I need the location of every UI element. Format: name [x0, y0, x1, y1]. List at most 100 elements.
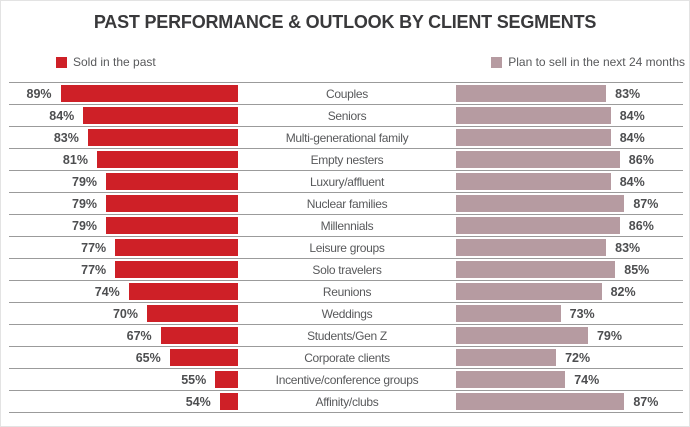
bar-plan-sell	[456, 129, 611, 146]
bar-sold-past	[160, 327, 238, 344]
legend-item-sold-past: Sold in the past	[56, 55, 156, 69]
value-label-sold-past: 77%	[81, 262, 107, 277]
chart-row: 67% Students/Gen Z 79%	[9, 325, 683, 347]
bar-plan-sell	[456, 85, 607, 102]
plan-cell: 84%	[456, 127, 683, 148]
bar-sold-past	[115, 261, 238, 278]
legend-item-plan-sell: Plan to sell in the next 24 months	[491, 55, 685, 69]
value-label-plan-sell: 84%	[619, 108, 645, 123]
bar-plan-sell	[456, 239, 607, 256]
bar-plan-sell	[456, 349, 557, 366]
chart-row: 81% Empty nesters 86%	[9, 149, 683, 171]
value-label-sold-past: 55%	[181, 372, 207, 387]
plan-cell: 84%	[456, 171, 683, 192]
category-label: Luxury/affluent	[310, 174, 384, 189]
chart-row: 77% Solo travelers 85%	[9, 259, 683, 281]
past-cell: 67%	[9, 325, 238, 346]
category-label: Incentive/conference groups	[275, 372, 419, 387]
category-label: Affinity/clubs	[315, 394, 379, 409]
value-label-sold-past: 74%	[94, 284, 120, 299]
bar-sold-past	[169, 349, 238, 366]
category-label: Seniors	[327, 108, 367, 123]
bar-sold-past	[106, 217, 238, 234]
plan-cell: 87%	[456, 391, 683, 412]
legend-label-plan-sell: Plan to sell in the next 24 months	[508, 55, 685, 69]
past-cell: 74%	[9, 281, 238, 302]
legend-label-sold-past: Sold in the past	[73, 55, 156, 69]
chart-row: 79% Millennials 86%	[9, 215, 683, 237]
past-cell: 55%	[9, 369, 238, 390]
value-label-plan-sell: 84%	[619, 174, 645, 189]
value-label-plan-sell: 83%	[615, 240, 641, 255]
legend-swatch-plan-sell-icon	[491, 56, 503, 68]
value-label-sold-past: 84%	[49, 108, 75, 123]
plan-cell: 73%	[456, 303, 683, 324]
bar-sold-past	[219, 393, 238, 410]
bar-plan-sell	[456, 327, 588, 344]
value-label-sold-past: 81%	[62, 152, 88, 167]
category-label: Leisure groups	[309, 240, 385, 255]
category-label: Empty nesters	[310, 152, 384, 167]
bar-plan-sell	[456, 217, 620, 234]
category-label: Nuclear families	[306, 196, 388, 211]
chart-row: 89% Couples 83%	[9, 83, 683, 105]
value-label-sold-past: 79%	[72, 196, 98, 211]
value-label-plan-sell: 87%	[633, 196, 659, 211]
chart-row: 84% Seniors 84%	[9, 105, 683, 127]
value-label-plan-sell: 87%	[633, 394, 659, 409]
past-cell: 79%	[9, 215, 238, 236]
plan-cell: 83%	[456, 237, 683, 258]
value-label-plan-sell: 82%	[610, 284, 636, 299]
chart-row: 74% Reunions 82%	[9, 281, 683, 303]
page-title: PAST PERFORMANCE & OUTLOOK BY CLIENT SEG…	[93, 12, 597, 32]
chart-row: 79% Luxury/affluent 84%	[9, 171, 683, 193]
value-label-plan-sell: 73%	[569, 306, 595, 321]
category-label: Reunions	[322, 284, 372, 299]
plan-cell: 84%	[456, 105, 683, 126]
bar-plan-sell	[456, 107, 611, 124]
value-label-sold-past: 67%	[126, 328, 152, 343]
category-label: Solo travelers	[312, 262, 382, 277]
plan-cell: 79%	[456, 325, 683, 346]
value-label-plan-sell: 86%	[628, 152, 654, 167]
category-label: Students/Gen Z	[307, 328, 387, 343]
value-label-sold-past: 65%	[135, 350, 161, 365]
value-label-plan-sell: 84%	[619, 130, 645, 145]
plan-cell: 85%	[456, 259, 683, 280]
category-label: Weddings	[321, 306, 373, 321]
chart-row: 65% Corporate clients 72%	[9, 347, 683, 369]
past-cell: 65%	[9, 347, 238, 368]
past-cell: 83%	[9, 127, 238, 148]
value-label-plan-sell: 72%	[565, 350, 591, 365]
chart-row: 54% Affinity/clubs 87%	[9, 391, 683, 413]
chart-row: 83% Multi-generational family 84%	[9, 127, 683, 149]
value-label-plan-sell: 83%	[615, 86, 641, 101]
bar-sold-past	[96, 151, 238, 168]
bar-plan-sell	[456, 261, 616, 278]
value-label-sold-past: 54%	[185, 394, 211, 409]
value-label-sold-past: 77%	[81, 240, 107, 255]
chart-row: 77% Leisure groups 83%	[9, 237, 683, 259]
legend-swatch-sold-past-icon	[56, 56, 67, 68]
value-label-plan-sell: 79%	[596, 328, 622, 343]
value-label-plan-sell: 74%	[574, 372, 600, 387]
bar-sold-past	[128, 283, 238, 300]
past-cell: 70%	[9, 303, 238, 324]
bar-plan-sell	[456, 151, 620, 168]
value-label-sold-past: 89%	[26, 86, 52, 101]
bar-plan-sell	[456, 371, 566, 388]
category-label: Multi-generational family	[285, 130, 409, 145]
bar-sold-past	[115, 239, 238, 256]
bar-sold-past	[215, 371, 238, 388]
chart-row: 79% Nuclear families 87%	[9, 193, 683, 215]
value-label-plan-sell: 85%	[624, 262, 650, 277]
value-label-sold-past: 79%	[72, 174, 98, 189]
past-cell: 89%	[9, 83, 238, 104]
plan-cell: 86%	[456, 149, 683, 170]
bar-sold-past	[147, 305, 238, 322]
plan-cell: 83%	[456, 83, 683, 104]
bar-plan-sell	[456, 195, 625, 212]
value-label-plan-sell: 86%	[628, 218, 654, 233]
bar-sold-past	[83, 107, 238, 124]
